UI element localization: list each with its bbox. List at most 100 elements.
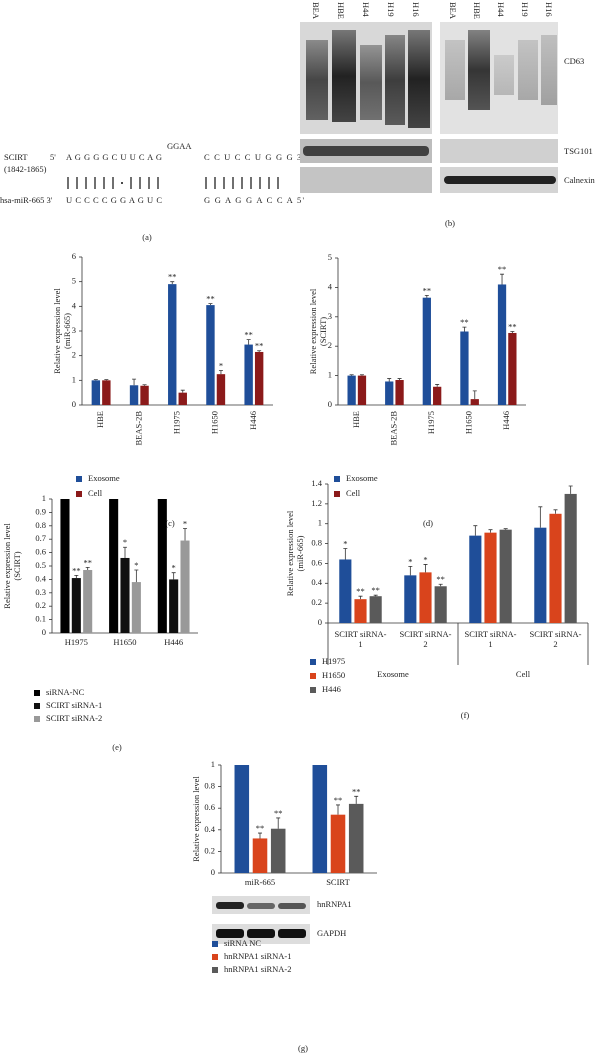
x-tick-label: H446: [164, 637, 183, 647]
caption: (f): [461, 710, 470, 720]
lane-label: BEA: [448, 2, 458, 20]
bar: [419, 572, 432, 623]
band: [332, 30, 356, 122]
error-bar: [132, 378, 137, 386]
bar: [369, 596, 382, 623]
bar: [91, 380, 101, 405]
legend-label: Cell: [88, 488, 103, 498]
error-bar: [336, 804, 340, 815]
bar: [180, 540, 190, 633]
y-tick-label: 3: [72, 325, 76, 335]
legend-swatch: [334, 476, 340, 482]
bar: [395, 380, 404, 405]
x-tick-label-box: SCIRT siRNA-2: [399, 629, 452, 649]
y-tick-label: 0: [42, 627, 46, 637]
legend-label: Exosome: [346, 473, 378, 483]
lane-label: HBE: [472, 2, 482, 19]
significance: **: [498, 264, 507, 274]
legend-label: Cell: [346, 488, 361, 498]
y-axis-label: (miR-665): [62, 313, 72, 349]
bar: [252, 838, 268, 873]
lane-label: H19: [520, 2, 530, 17]
blot: [300, 167, 432, 193]
y-tick-label: 1.4: [311, 478, 322, 488]
bar: [484, 532, 497, 623]
y-tick-label: 0.2: [204, 845, 215, 855]
significance: **: [371, 585, 380, 595]
y-tick-label: 0.6: [311, 557, 322, 567]
error-bar: [208, 303, 213, 306]
x-tick-label: H1650: [113, 637, 136, 647]
significance: **: [168, 272, 177, 282]
bar: [109, 499, 119, 633]
error-bar: [180, 389, 185, 393]
x-tick-label: SCIRT siRNA-2: [399, 629, 452, 649]
caption: (b): [445, 218, 455, 228]
legend-label: hnRNPA1 siRNA-1: [224, 951, 291, 961]
lane-label: H16: [411, 2, 421, 17]
bar: [434, 586, 447, 623]
error-bar: [397, 378, 402, 381]
band: [216, 929, 244, 938]
caption: (g): [298, 1043, 308, 1053]
y-tick-label: 0.6: [204, 802, 215, 812]
x-tick-label: HBE: [351, 411, 361, 428]
significance: **: [356, 586, 365, 596]
band: [247, 929, 275, 938]
bar: [206, 305, 215, 405]
bar: [71, 578, 81, 633]
bar: [120, 557, 130, 633]
bar: [270, 828, 286, 873]
error-bar: [438, 583, 443, 587]
error-bar: [258, 832, 262, 839]
lane-label: H16: [544, 2, 554, 17]
y-tick-label: 6: [72, 251, 76, 261]
x-tick-label: H1975: [65, 637, 88, 647]
x-tick-label: H446: [248, 411, 258, 430]
legend-label: SCIRT siRNA-1: [46, 700, 102, 710]
x-tick-label-box: SCIRT siRNA-1: [335, 629, 387, 649]
y-tick-label: 1.2: [311, 498, 322, 508]
error-bar: [510, 331, 515, 333]
y-tick-label: 0: [328, 399, 332, 409]
y-tick-label: 0: [72, 399, 76, 409]
band: [360, 45, 382, 120]
x-tick-label-box: SCIRT siRNA-1: [465, 629, 517, 649]
error-bar: [123, 546, 127, 558]
bar: [330, 814, 346, 873]
significance: **: [255, 341, 264, 351]
y-axis-label: Relative expression level: [308, 288, 318, 374]
error-bar: [171, 572, 176, 580]
y-tick-label: 0.6: [35, 547, 46, 557]
blot: [440, 139, 558, 163]
error-bar: [93, 379, 98, 381]
y-axis-label: Relative expression level: [191, 776, 201, 862]
y-tick-label: 1: [72, 374, 76, 384]
bar: [169, 579, 179, 633]
chart: 0 1 2 3 4 5 6 Relative expression level (miR-665…: [52, 251, 273, 528]
legend-swatch: [34, 690, 40, 696]
x-tick-label: SCIRT: [326, 877, 350, 887]
bar: [234, 765, 250, 873]
y-tick-label: 2: [328, 340, 332, 350]
blot-label: GAPDH: [317, 928, 346, 938]
bar: [508, 332, 517, 405]
y-tick-label: 0.3: [35, 587, 46, 597]
error-bar: [424, 294, 429, 298]
group-label: Exosome: [377, 669, 409, 679]
legend-swatch: [310, 687, 316, 693]
error-bar: [183, 528, 188, 541]
bar: [433, 386, 442, 405]
error-bar: [462, 326, 467, 332]
legend-label: siRNA NC: [224, 938, 261, 948]
legend-swatch: [310, 659, 316, 665]
bar: [140, 385, 149, 405]
y-tick-label: 0.8: [35, 520, 46, 530]
error-bar: [354, 795, 359, 804]
error-bar: [553, 509, 558, 514]
error-bar: [358, 595, 363, 600]
y-tick-label: 1: [318, 518, 322, 528]
band: [494, 55, 514, 95]
bar: [216, 374, 226, 405]
